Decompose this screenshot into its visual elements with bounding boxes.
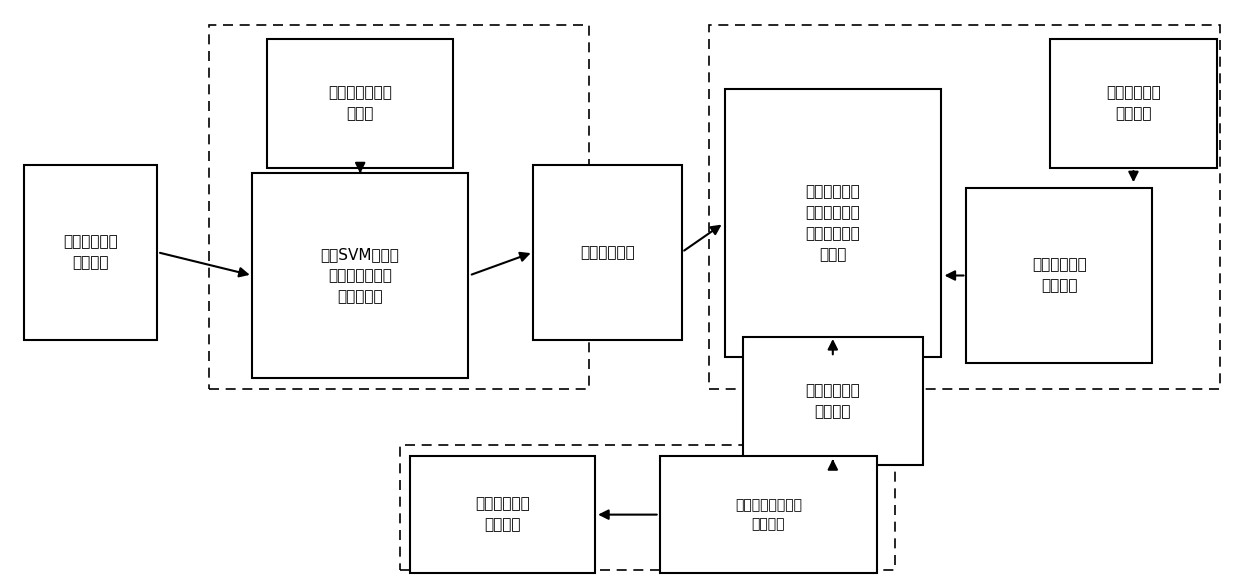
Text: 基于工况识别
的履带车辆越
野环境需求功
率模型: 基于工况识别 的履带车辆越 野环境需求功 率模型	[806, 184, 861, 262]
Text: 车辆行驶信息
实时输入: 车辆行驶信息 实时输入	[63, 234, 118, 270]
Bar	[24, 165, 157, 340]
Text: 当前行驶工况: 当前行驶工况	[580, 245, 635, 260]
Bar	[966, 188, 1152, 363]
Text: 当前车速、加
速度采集: 当前车速、加 速度采集	[1106, 86, 1161, 121]
Bar	[743, 337, 923, 465]
Text: 下一时刻车辆
需求功率: 下一时刻车辆 需求功率	[806, 383, 861, 419]
Text: 离线处理历史行
驶信息: 离线处理历史行 驶信息	[329, 86, 392, 121]
Text: 采用动态规划作为
优化算法: 采用动态规划作为 优化算法	[735, 498, 802, 532]
Bar	[399, 445, 895, 570]
Bar	[1050, 39, 1216, 168]
Bar	[409, 456, 595, 573]
Bar	[252, 173, 469, 377]
Bar	[724, 89, 941, 357]
Bar	[660, 456, 877, 573]
Bar	[533, 165, 682, 340]
Bar	[268, 39, 453, 168]
Bar	[210, 25, 589, 389]
Text: 马尔可夫随机
预测方法: 马尔可夫随机 预测方法	[1032, 257, 1086, 294]
Bar	[709, 25, 1220, 389]
Text: 基于SVM的履带
车辆越野环境工
况识别模型: 基于SVM的履带 车辆越野环境工 况识别模型	[321, 247, 399, 304]
Text: 下一时刻最优
能量分配: 下一时刻最优 能量分配	[475, 496, 529, 533]
